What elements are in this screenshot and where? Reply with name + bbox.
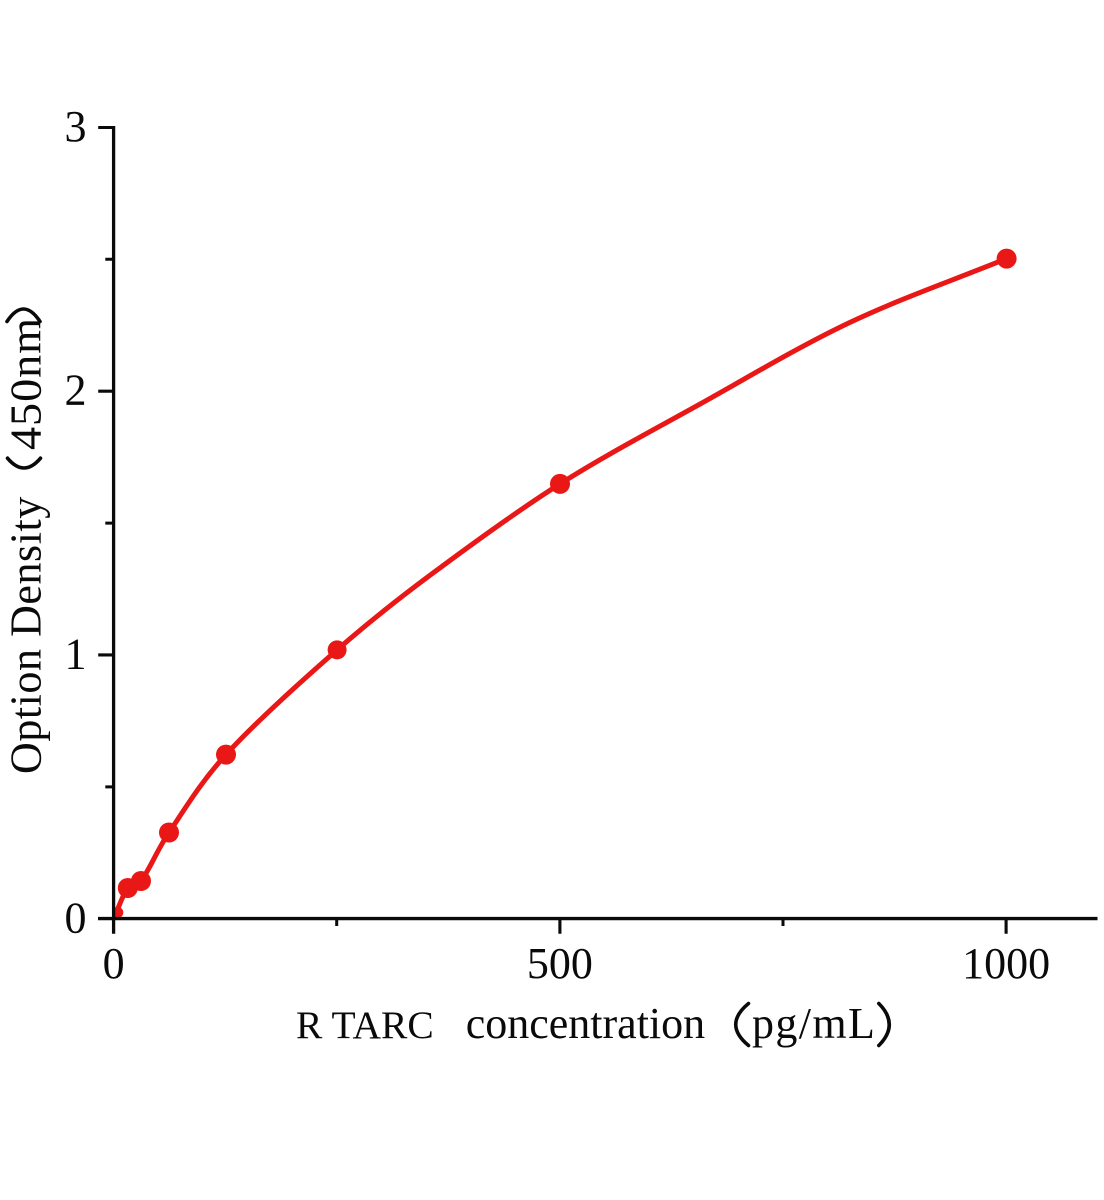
svg-text:Option Density: Option Density bbox=[2, 496, 51, 774]
svg-text:0: 0 bbox=[103, 939, 125, 988]
svg-text:0: 0 bbox=[65, 894, 87, 943]
svg-text:1000: 1000 bbox=[962, 939, 1050, 988]
svg-text:2: 2 bbox=[65, 366, 87, 415]
svg-text:3: 3 bbox=[65, 102, 87, 151]
svg-text:1: 1 bbox=[65, 629, 87, 678]
svg-text:pg/mL: pg/mL bbox=[752, 999, 876, 1048]
svg-text:450nm: 450nm bbox=[1, 317, 50, 450]
svg-text:500: 500 bbox=[527, 939, 593, 988]
